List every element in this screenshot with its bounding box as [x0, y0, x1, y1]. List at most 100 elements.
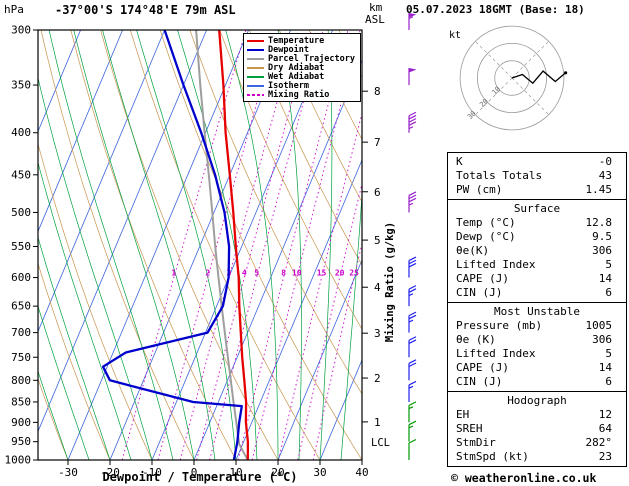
pressure-tick-label: 450: [11, 168, 31, 181]
panel-row-label: Totals Totals: [456, 169, 543, 182]
legend-swatch: [247, 75, 264, 78]
panel-row-value: 282°: [585, 436, 613, 449]
altitude-unit-asl: ASL: [365, 13, 385, 26]
km-tick-label: 1: [374, 416, 381, 429]
dewpoint-line: [101, 30, 243, 460]
km-tick-label: 8: [374, 85, 381, 98]
mixing-ratio-value-label: 5: [254, 269, 259, 278]
hodograph-ring-label: 30: [466, 109, 478, 121]
km-tick-label: 4: [374, 281, 381, 294]
legend-label: Dewpoint: [268, 44, 309, 55]
panel-row-label: Lifted Index: [456, 347, 536, 360]
legend-item-isotherm: Isotherm: [247, 81, 357, 91]
panel-section-title: Most Unstable: [493, 305, 581, 318]
pressure-tick-label: 750: [11, 351, 31, 364]
legend-swatch: [247, 93, 264, 96]
panel-row: Totals Totals 43: [448, 169, 626, 183]
temp-tick-label: -20: [100, 466, 120, 479]
wind-barb: [408, 285, 417, 307]
hodograph-ring-label: 10: [491, 85, 503, 97]
legend-item-dewpoint: Dewpoint: [247, 44, 357, 55]
panel-row: CAPE (J) 14: [448, 272, 626, 286]
legend-item-mixing-ratio: Mixing Ratio: [247, 89, 357, 100]
temp-tick-label: 10: [229, 466, 242, 479]
hodograph-trace: [511, 70, 567, 85]
mixing-ratio-value-label: 2: [205, 269, 210, 278]
legend-swatch: [247, 66, 264, 69]
panel-row: EH 12: [448, 408, 626, 422]
legend-item-dry-adiabat: Dry Adiabat: [247, 62, 357, 73]
legend-swatch: [247, 39, 264, 42]
wind-barb: [408, 68, 417, 86]
panel-row-label: EH: [456, 408, 470, 421]
temp-tick-label: -30: [58, 466, 78, 479]
datetime-label: 05.07.2023 18GMT (Base: 18): [406, 3, 585, 16]
mixing-ratio-axis-title: Mixing Ratio (g/kg): [384, 221, 396, 343]
panel-row-value: 43: [598, 169, 612, 182]
temp-tick-label: -10: [142, 466, 162, 479]
panel-row-label: CIN (J): [456, 286, 503, 299]
panel-row-value: 9.5: [592, 230, 612, 243]
wind-barbs: [408, 13, 417, 460]
pressure-tick-label: 900: [11, 416, 31, 429]
panel-row-value: 306: [592, 333, 612, 346]
pressure-tick-label: 850: [11, 395, 31, 408]
pressure-tick-label: 700: [11, 326, 31, 339]
legend-label: Wet Adiabat: [268, 71, 325, 82]
legend-label: Dry Adiabat: [268, 62, 325, 73]
pressure-tick-label: 600: [11, 271, 31, 284]
panel-row-value: 5: [605, 258, 612, 271]
panel-row-label: CIN (J): [456, 375, 503, 388]
km-tick-label: 5: [374, 234, 381, 247]
panel-row: K -0: [448, 155, 626, 169]
indices-panel: K -0 Totals Totals 43 PW (cm) 1.45 Surface Temp…: [447, 152, 627, 467]
mixing-ratio-value-label: 8: [281, 269, 286, 278]
temp-tick-label: 30: [313, 466, 326, 479]
wind-barb: [408, 191, 417, 213]
dry-adiabat-lines: [38, 30, 362, 460]
legend-swatch: [247, 57, 264, 60]
panel-row-value: -0: [598, 155, 612, 168]
temperature-line: [218, 30, 250, 460]
km-tick-label: 7: [374, 136, 381, 149]
pressure-tick-label: 950: [11, 435, 31, 448]
panel-section-surface: Surface Temp (°C) 12.8 Dewp (°C) 9.5 θe(K) 306…: [448, 199, 626, 302]
km-tick-label: 3: [374, 327, 381, 340]
panel-row-label: CAPE (J): [456, 272, 509, 285]
wind-barb: [408, 256, 417, 278]
panel-row: Pressure (mb) 1005: [448, 319, 626, 333]
hodograph-unit-label: kt: [449, 30, 462, 41]
panel-row: PW (cm) 1.45: [448, 183, 626, 197]
km-tick-label: 6: [374, 186, 381, 199]
panel-section: K -0 Totals Totals 43 PW (cm) 1.45: [448, 153, 626, 199]
legend-label: Mixing Ratio: [268, 89, 330, 100]
panel-row-label: θe(K): [456, 244, 490, 257]
x-axis-title: Dewpoint / Temperature (°C): [102, 470, 298, 484]
wind-barb: [408, 420, 417, 442]
pressure-tick-label: 550: [11, 240, 31, 253]
pressure-axis: 300 350 400 450 500 550 600 650 700 750 800 850 900 9…: [5, 24, 38, 467]
pressure-tick-label: 500: [11, 206, 31, 219]
panel-section-hodograph: Hodograph EH 12 SREH 64 StmDir 282° StmSpd (kt)…: [448, 391, 626, 466]
panel-row-value: 5: [605, 347, 612, 360]
panel-row-value: 1.45: [585, 183, 613, 196]
panel-row: CAPE (J) 14: [448, 361, 626, 375]
panel-row: CIN (J) 6: [448, 286, 626, 300]
panel-row-label: PW (cm): [456, 183, 503, 196]
mixing-ratio-value-label: 20: [335, 269, 345, 278]
panel-row-value: 14: [598, 272, 612, 285]
panel-row-value: 6: [605, 375, 612, 388]
panel-section-title: Surface: [513, 202, 561, 215]
temp-tick-label: 0: [191, 466, 198, 479]
panel-row-label: K: [456, 155, 463, 168]
panel-row-value: 306: [592, 244, 612, 257]
mixing-ratio-value-label: 25: [349, 269, 359, 278]
altitude-unit-km: km: [369, 1, 383, 14]
legend-swatch: [247, 48, 264, 51]
panel-row-label: CAPE (J): [456, 361, 509, 374]
station-title: -37°00'S 174°48'E 79m ASL: [55, 3, 236, 17]
panel-section-most-unstable: Most Unstable Pressure (mb) 1005 θe (K) 306 L…: [448, 302, 626, 391]
hodograph-trace-end: [564, 71, 568, 75]
